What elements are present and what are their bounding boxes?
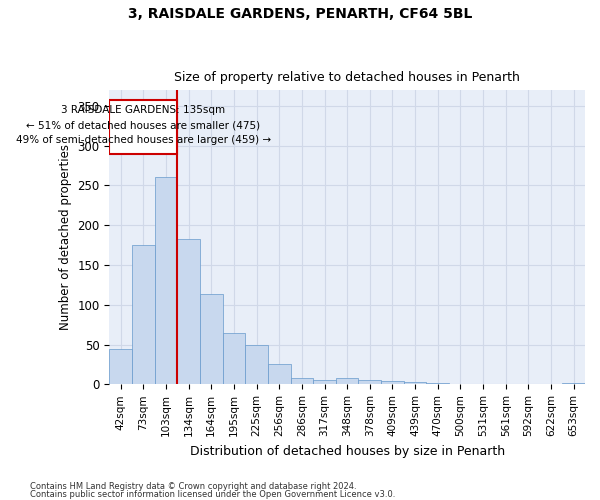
Text: 3 RAISDALE GARDENS: 135sqm: 3 RAISDALE GARDENS: 135sqm <box>61 104 226 115</box>
Text: 49% of semi-detached houses are larger (459) →: 49% of semi-detached houses are larger (… <box>16 135 271 145</box>
Text: ← 51% of detached houses are smaller (475): ← 51% of detached houses are smaller (47… <box>26 120 260 130</box>
Title: Size of property relative to detached houses in Penarth: Size of property relative to detached ho… <box>174 72 520 85</box>
Bar <box>313 380 336 384</box>
Text: 3, RAISDALE GARDENS, PENARTH, CF64 5BL: 3, RAISDALE GARDENS, PENARTH, CF64 5BL <box>128 8 472 22</box>
Bar <box>427 382 449 384</box>
Bar <box>132 245 155 384</box>
Text: Contains HM Land Registry data © Crown copyright and database right 2024.: Contains HM Land Registry data © Crown c… <box>30 482 356 491</box>
Text: Contains public sector information licensed under the Open Government Licence v3: Contains public sector information licen… <box>30 490 395 499</box>
Bar <box>404 382 427 384</box>
Bar <box>336 378 358 384</box>
Bar <box>177 238 200 384</box>
Bar <box>223 332 245 384</box>
Bar <box>109 100 177 154</box>
Bar <box>358 380 381 384</box>
Bar <box>381 381 404 384</box>
Bar <box>155 178 177 384</box>
Bar <box>245 344 268 385</box>
Bar <box>562 382 585 384</box>
Bar <box>290 378 313 384</box>
Bar <box>109 350 132 384</box>
X-axis label: Distribution of detached houses by size in Penarth: Distribution of detached houses by size … <box>190 444 505 458</box>
Bar <box>268 364 290 384</box>
Bar <box>200 294 223 384</box>
Y-axis label: Number of detached properties: Number of detached properties <box>59 144 72 330</box>
